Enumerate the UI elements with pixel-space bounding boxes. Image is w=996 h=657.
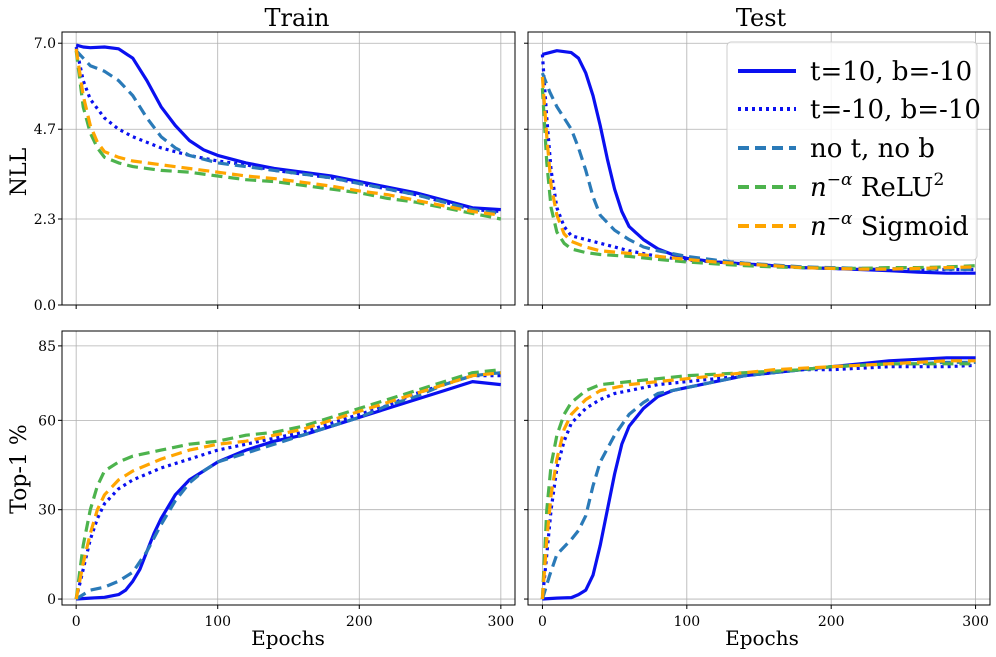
legend-label-1: t=10, b=-10: [810, 57, 972, 87]
train-nll-series-s3: [75, 49, 502, 215]
test-top1-xtick-label-1: 100: [673, 614, 700, 630]
legend-label-5-text: Sigmoid: [852, 212, 968, 242]
legend-label-4-sup: −α: [827, 170, 853, 190]
ylabel-top1: Top-1 %: [7, 424, 32, 514]
test-top1-xtick-label-3: 300: [962, 614, 989, 630]
legend-entry-1: t=10, b=-10: [738, 57, 972, 87]
train-top1-frame: [61, 330, 516, 606]
legend-label-3: no t, no b: [810, 134, 935, 164]
test-top1-xtick-label-2: 200: [818, 614, 845, 630]
legend: t=10, b=-10 t=-10, b=-10 no t, no b n−α …: [726, 41, 981, 261]
test-nll-series-s3: [540, 72, 976, 272]
test-nll-series-s5: [540, 76, 976, 271]
test-top1-series-s1: [542, 356, 976, 601]
panel-train-nll: 0.0 2.3 4.7 7.0: [34, 31, 516, 314]
train-top1-series-s5: [74, 371, 501, 600]
test-top1-series-s3: [540, 360, 976, 600]
test-top1-xtick-label-0: 0: [538, 614, 547, 630]
xlabel-test: Epochs: [725, 626, 799, 650]
train-top1-series-s4: [74, 368, 501, 600]
train-top1-ytick-label-1: 30: [38, 503, 56, 519]
legend-label-5-sup: −α: [827, 209, 853, 229]
legend-label-4: n−α ReLU2: [810, 170, 944, 203]
train-top1-ytick-label-0: 0: [47, 592, 56, 608]
legend-frame: [726, 41, 978, 261]
column-title-train: Train: [265, 4, 330, 32]
xlabel-train: Epochs: [251, 626, 325, 650]
ylabel-nll: NLL: [7, 147, 32, 196]
train-nll-series-s5: [74, 48, 502, 217]
train-top1-ytick-label-2: 60: [38, 413, 56, 429]
panel-train-top1: 0 100 200 300 0 30 60 85: [38, 330, 516, 630]
train-top1-ytick-label-3: 85: [38, 339, 56, 355]
legend-label-2: t=-10, b=-10: [810, 95, 981, 125]
train-nll-ytick-label-2: 4.7: [34, 122, 56, 138]
column-title-test: Test: [736, 4, 787, 32]
train-top1-xtick-label-0: 0: [72, 614, 81, 630]
legend-label-5-n: n: [810, 212, 827, 242]
train-nll-frame: [61, 31, 516, 306]
train-top1-series-s3: [75, 371, 501, 601]
panel-test-top1: 0 100 200 300: [524, 330, 991, 630]
train-nll-ytick-label-0: 0.0: [34, 298, 56, 314]
train-nll-series-s1: [75, 43, 501, 212]
legend-label-4-sup2: 2: [933, 170, 944, 190]
legend-entry-2: t=-10, b=-10: [738, 95, 981, 125]
train-top1-series-s1: [76, 380, 501, 601]
legend-label-4-n: n: [810, 173, 827, 203]
test-top1-series-s4: [540, 362, 976, 600]
train-nll-ytick-label-3: 7.0: [34, 36, 56, 52]
train-top1-xtick-label-2: 200: [346, 614, 373, 630]
legend-label-4-text: ReLU: [852, 173, 933, 203]
train-nll-ytick-label-1: 2.3: [34, 212, 56, 228]
legend-label-5: n−α Sigmoid: [810, 209, 969, 242]
test-top1-series-s5: [540, 359, 976, 600]
legend-entry-4: n−α ReLU2: [738, 170, 944, 203]
train-top1-xtick-label-1: 100: [204, 614, 231, 630]
train-top1-xtick-label-3: 300: [487, 614, 514, 630]
test-nll-frame: [527, 31, 991, 306]
legend-entry-5: n−α Sigmoid: [738, 209, 969, 242]
test-top1-series-s2: [540, 363, 976, 600]
legend-entry-3: no t, no b: [738, 134, 935, 164]
test-top1-frame: [527, 330, 991, 606]
train-nll-series-s4: [74, 50, 502, 221]
